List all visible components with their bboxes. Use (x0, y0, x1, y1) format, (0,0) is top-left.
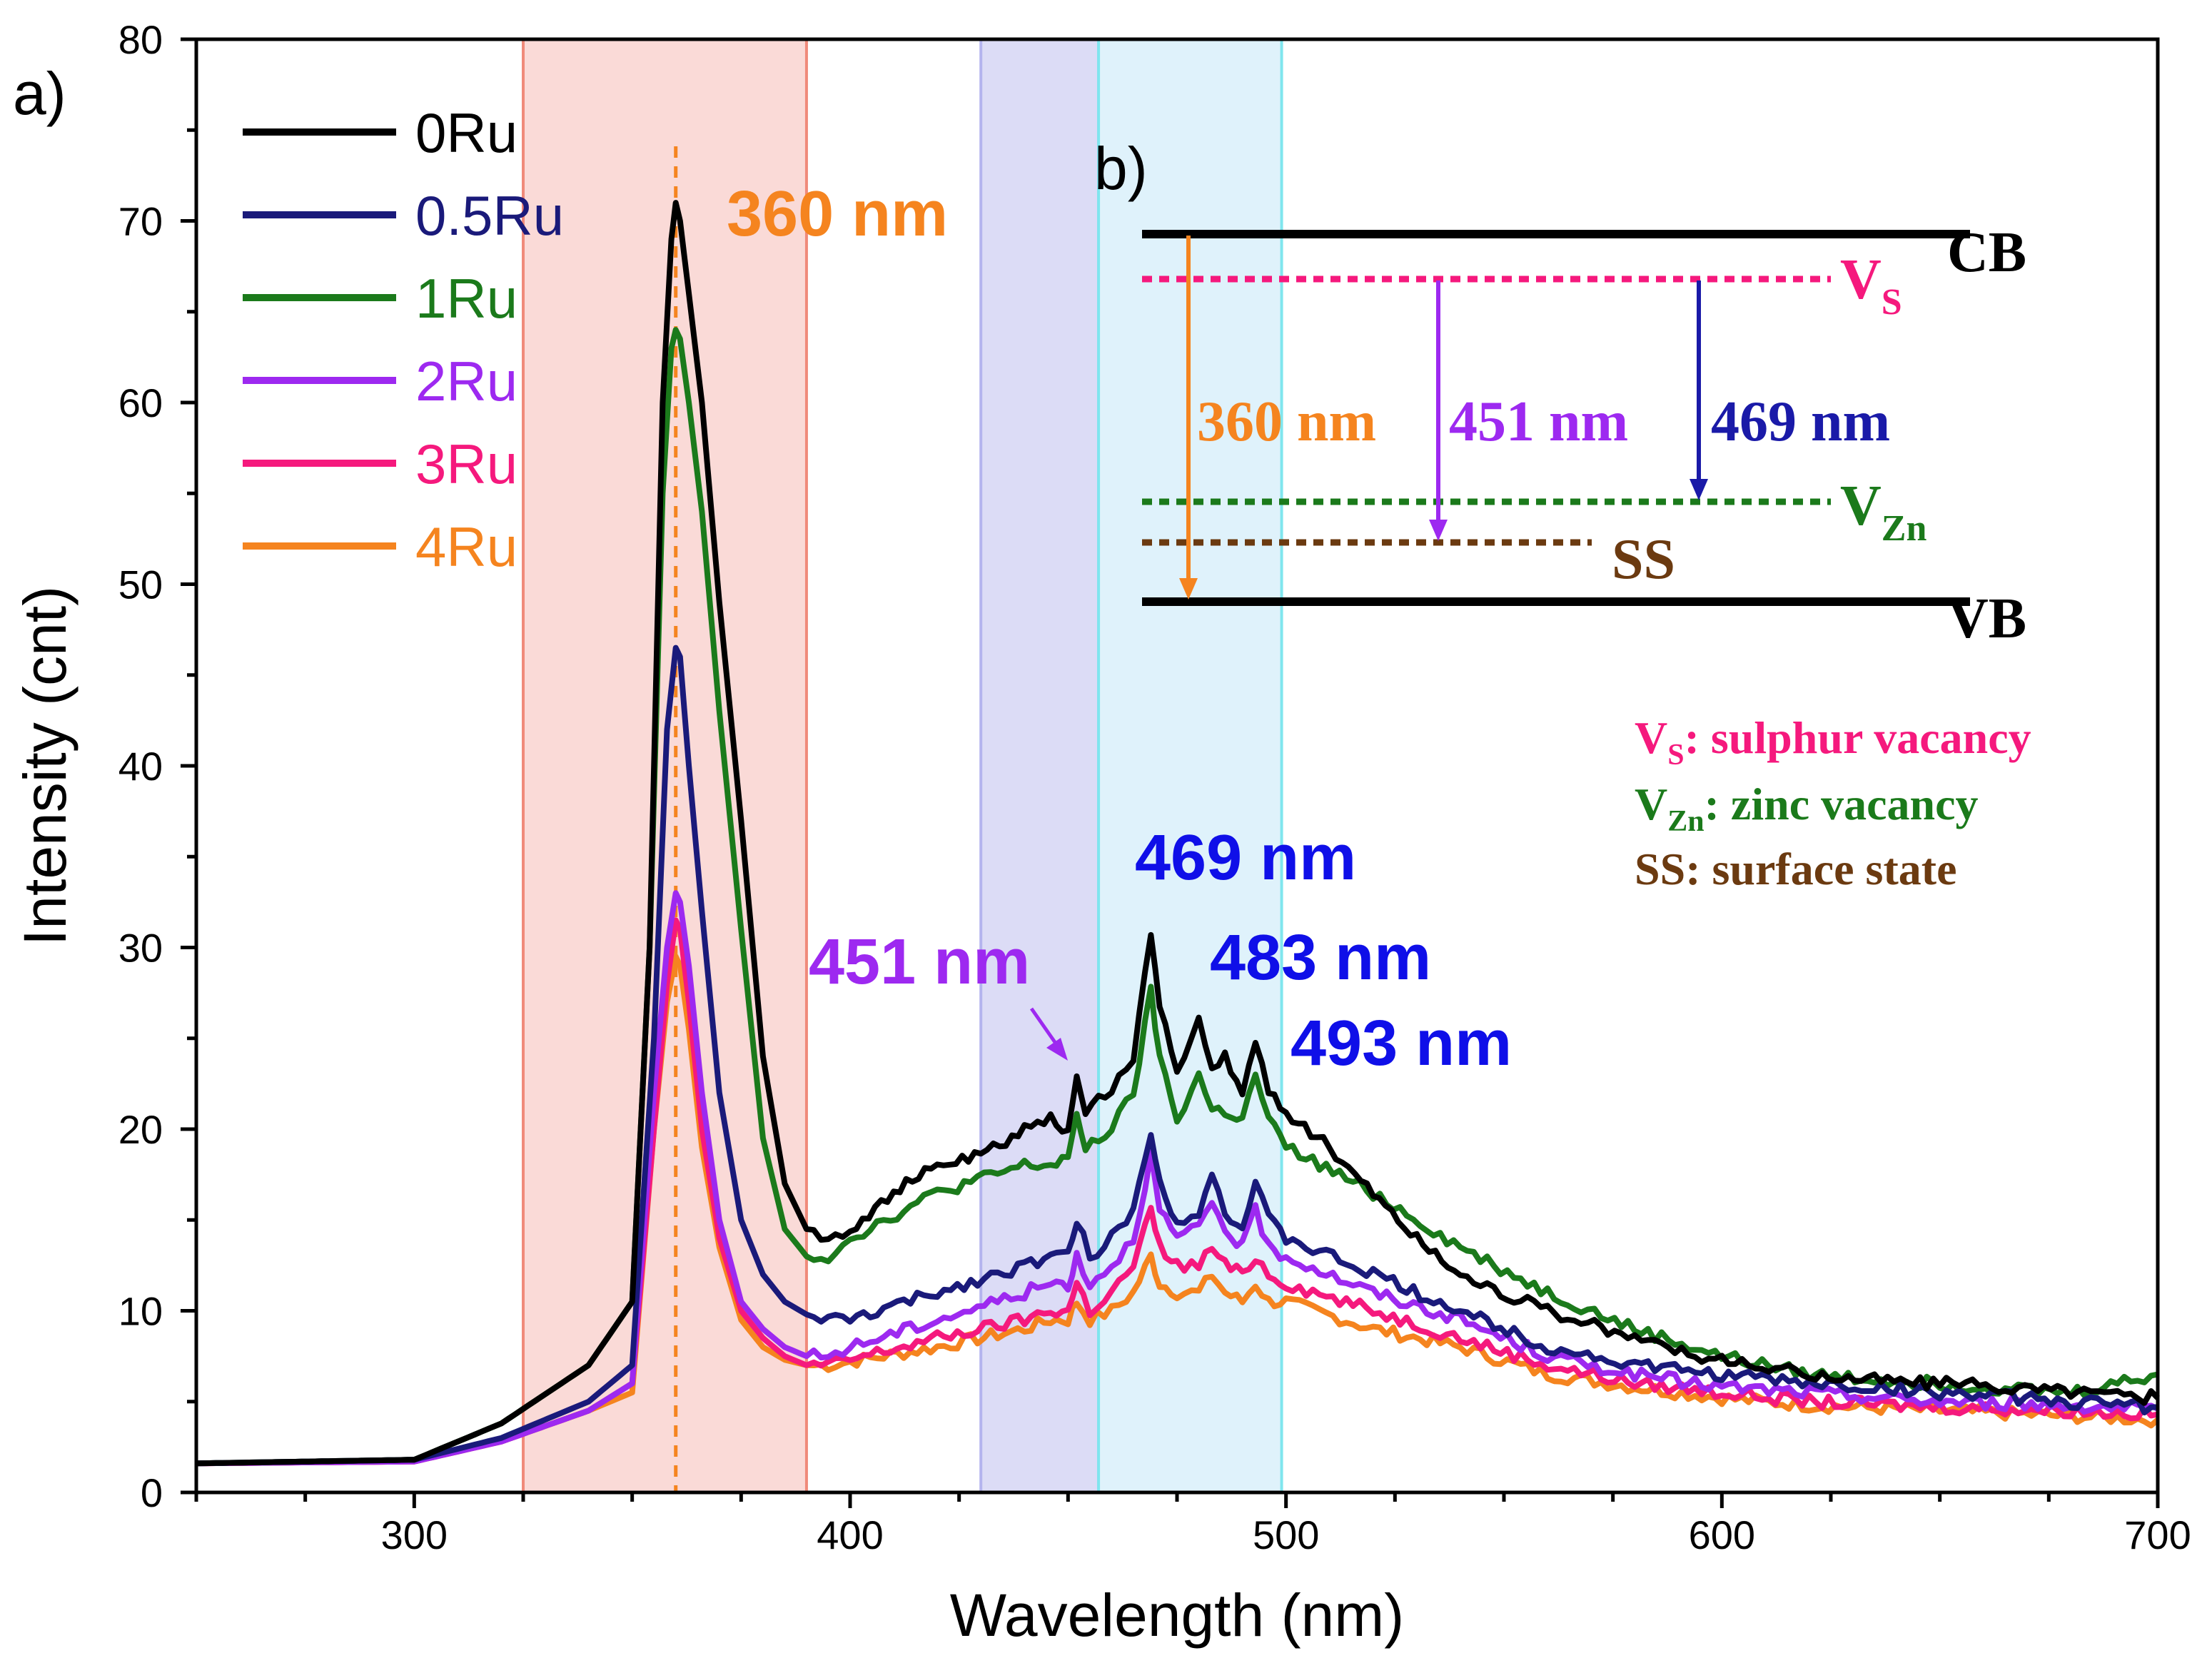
y-tick-label: 30 (118, 926, 163, 971)
defect-legend-ss-text: : surface state (1685, 844, 1956, 894)
peak-label-483: 483 nm (1210, 922, 1431, 994)
legend-label-1Ru: 1Ru (415, 267, 517, 330)
peak-451-arrow (1029, 1007, 1068, 1061)
x-tick-label: 500 (1253, 1512, 1319, 1557)
series-line-2Ru (196, 890, 2159, 1467)
y-axis-ticks: 0 10 20 30 40 50 60 70 80 (118, 17, 196, 1515)
transition-469-arrow (1690, 280, 1708, 500)
transition-451-label: 451 nm (1449, 390, 1628, 453)
x-tick-label: 700 (2124, 1512, 2191, 1557)
y-tick-label: 0 (141, 1470, 163, 1515)
ss-label: SS (1612, 528, 1675, 591)
y-tick-label: 40 (118, 744, 163, 789)
vs-label-main: V (1840, 248, 1882, 311)
x-axis-label: Wavelength (nm) (950, 1582, 1404, 1649)
legend-label-0.5Ru: 0.5Ru (415, 184, 564, 247)
inset-energy-diagram: b) CB VS VZn SS VB 360 nm 451 nm 469 nm … (1094, 135, 2031, 894)
peak-label-469: 469 nm (1135, 822, 1356, 894)
y-tick-label: 20 (118, 1107, 163, 1152)
defect-legend-ss: SS: surface state (1635, 844, 1956, 894)
legend-label-4Ru: 4Ru (415, 515, 517, 578)
y-axis-label: Intensity (cnt) (11, 586, 79, 946)
peak-label-451: 451 nm (809, 926, 1030, 998)
x-axis-ticks: 300 400 500 600 700 (194, 1492, 2191, 1557)
defect-legend-vs-text: : sulphur vacancy (1685, 712, 2031, 763)
legend-label-2Ru: 2Ru (415, 350, 517, 413)
vzn-label: VZn (1840, 475, 1926, 549)
x-tick-label: 600 (1689, 1512, 1755, 1557)
y-tick-label: 80 (118, 17, 163, 62)
y-tick-label: 60 (118, 380, 163, 425)
transition-360-arrow (1179, 236, 1198, 600)
violet-band (981, 39, 1099, 1492)
transition-469-label: 469 nm (1711, 390, 1890, 453)
vzn-label-sub: Zn (1882, 508, 1927, 549)
vb-label: VB (1947, 587, 2026, 650)
defect-legend-vs-main: V (1635, 712, 1667, 763)
transition-451-arrow (1429, 280, 1448, 541)
spectra-series (196, 200, 2160, 1467)
series-line-0Ru (196, 200, 2160, 1467)
legend: 0Ru 0.5Ru 1Ru 2Ru 3Ru 4Ru (243, 101, 564, 578)
cb-label: CB (1947, 221, 2026, 284)
defect-legend-vs: VS: sulphur vacancy (1635, 712, 2031, 772)
peak-label-360: 360 nm (727, 178, 948, 250)
defect-legend-vs-sub: S (1667, 739, 1684, 772)
y-tick-label: 50 (118, 562, 163, 607)
vs-label: VS (1840, 248, 1902, 323)
panel-label-b: b) (1094, 135, 1148, 202)
x-tick-label: 400 (817, 1512, 883, 1557)
vs-label-sub: S (1882, 282, 1902, 323)
panel-label-a: a) (13, 60, 66, 127)
defect-legend-vzn-text: : zinc vacancy (1705, 779, 1979, 829)
legend-label-0Ru: 0Ru (415, 101, 517, 164)
x-tick-label: 300 (381, 1512, 448, 1557)
vzn-label-main: V (1840, 475, 1882, 537)
transition-360-label: 360 nm (1197, 390, 1376, 453)
defect-legend-vzn-sub: Zn (1667, 805, 1704, 838)
defect-legend-vzn-main: V (1635, 779, 1667, 829)
defect-legend-ss-main: SS (1635, 844, 1685, 894)
defect-legend-vzn: VZn: zinc vacancy (1635, 779, 1979, 838)
legend-label-3Ru: 3Ru (415, 433, 517, 495)
peak-label-493: 493 nm (1291, 1008, 1512, 1079)
y-tick-label: 10 (118, 1289, 163, 1334)
y-tick-label: 70 (118, 199, 163, 244)
